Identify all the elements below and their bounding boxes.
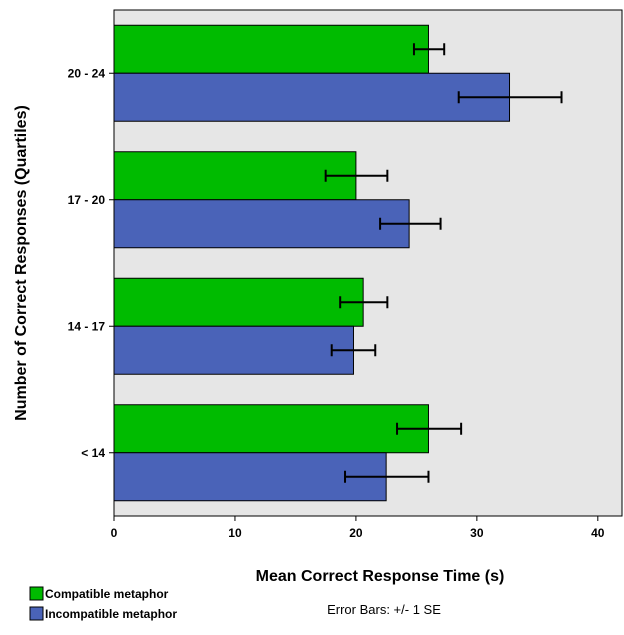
bars-group — [113, 24, 511, 502]
error-bar-note: Error Bars: +/- 1 SE — [327, 602, 441, 617]
x-ticks-group: 0 10 20 30 40 — [111, 516, 605, 540]
error-bar-0-0 — [412, 43, 446, 56]
error-bars-group — [324, 43, 563, 483]
y-tick-label: 17 - 20 — [68, 193, 106, 207]
x-tick-label: 30 — [470, 526, 484, 540]
x-tick-label: 20 — [349, 526, 363, 540]
bar-compatible-0 — [113, 24, 429, 74]
bar-incompatible-1 — [113, 199, 410, 249]
bar-compatible-2 — [113, 277, 364, 327]
error-bar-0-3 — [396, 422, 463, 435]
bar-incompatible-0 — [113, 72, 511, 122]
legend-swatch-compatible — [29, 586, 44, 601]
legend-label-incompatible: Incompatible metaphor — [45, 607, 177, 621]
y-tick-label: < 14 — [81, 446, 105, 460]
legend: Compatible metaphor Incompatible metapho… — [29, 586, 177, 621]
x-tick-label: 40 — [591, 526, 605, 540]
error-bar-0-2 — [339, 296, 389, 309]
bar-compatible-1 — [113, 151, 357, 201]
bar-incompatible-3 — [113, 452, 387, 502]
legend-swatch-incompatible — [29, 606, 44, 621]
x-axis-title: Mean Correct Response Time (s) — [256, 568, 505, 585]
bar-compatible-3 — [113, 404, 429, 454]
error-bar-1-2 — [330, 344, 377, 357]
y-ticks-group: 20 - 24 17 - 20 14 - 17 < 14 — [68, 66, 114, 460]
legend-label-compatible: Compatible metaphor — [45, 587, 169, 601]
x-tick-label: 0 — [111, 526, 118, 540]
error-bar-1-1 — [379, 217, 442, 230]
y-axis-title: Number of Correct Responses (Quartiles) — [13, 105, 30, 421]
error-bar-1-3 — [344, 470, 430, 483]
error-bar-0-1 — [324, 169, 389, 182]
bar-incompatible-2 — [113, 325, 354, 375]
error-bar-1-0 — [457, 91, 563, 104]
y-tick-label: 20 - 24 — [68, 66, 106, 80]
x-tick-label: 10 — [228, 526, 242, 540]
y-tick-label: 14 - 17 — [68, 319, 106, 333]
